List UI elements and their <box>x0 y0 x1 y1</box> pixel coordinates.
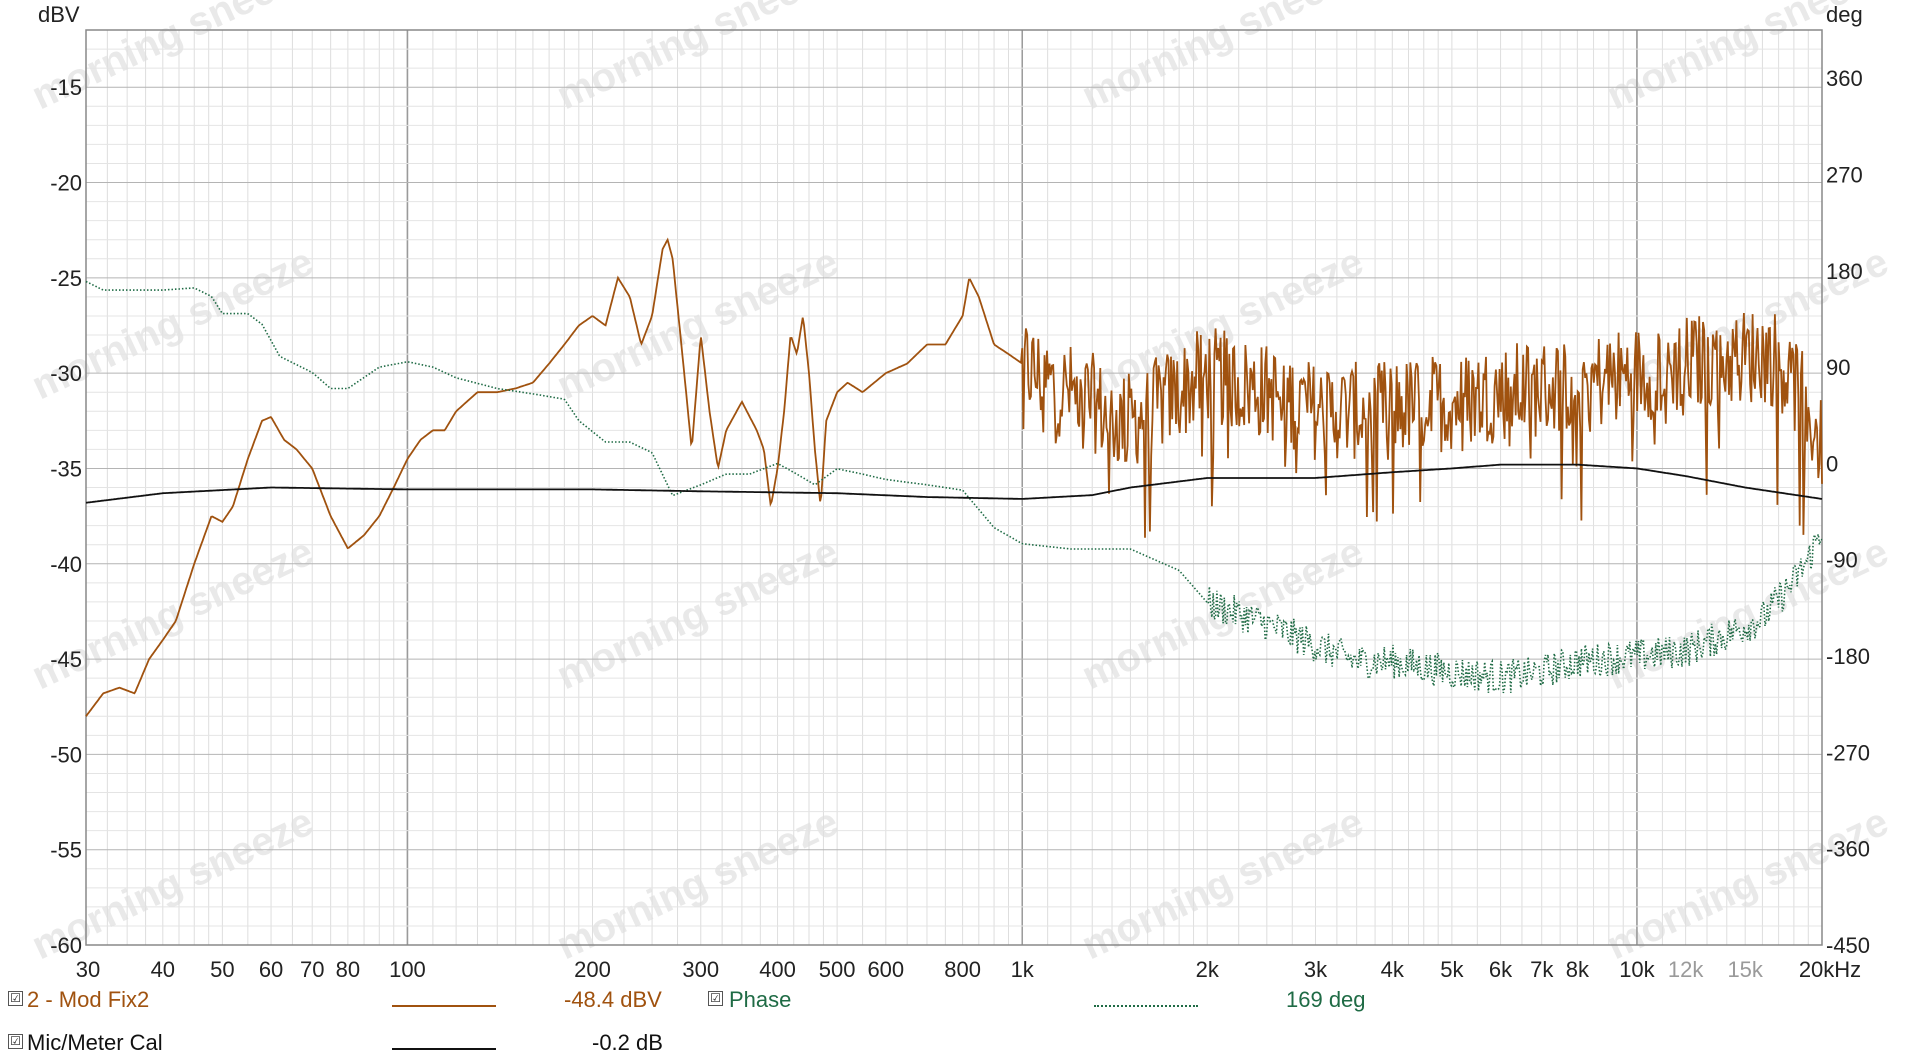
legend-phase-swatch <box>1094 1005 1198 1007</box>
y-tick-left: -35 <box>50 456 82 481</box>
x-tick-label: 2k <box>1196 957 1220 982</box>
x-tick-label: 8k <box>1566 957 1590 982</box>
x-tick-label: 30 <box>76 957 100 982</box>
x-tick-label: 6k <box>1489 957 1513 982</box>
y-axis-right: 360 270 180 90 0 -90 -180 -270 -360 -450 <box>1826 66 1870 958</box>
x-tick-label: 60 <box>259 957 283 982</box>
x-tick-label: 3k <box>1304 957 1328 982</box>
x-tick-label: 800 <box>944 957 981 982</box>
watermark-text: morning sneeze <box>550 800 845 969</box>
x-tick-label: 100 <box>389 957 426 982</box>
legend-series-name: 2 - Mod Fix2 <box>27 987 150 1012</box>
x-tick-label: 5k <box>1440 957 1464 982</box>
series-line-1 <box>85 280 1823 694</box>
phase-checkbox[interactable]: ☑ <box>708 991 723 1006</box>
x-tick-label: 70 <box>300 957 324 982</box>
legend-phase-name: Phase <box>729 987 792 1012</box>
y-tick-left: -45 <box>50 647 82 672</box>
x-tick-label: 400 <box>759 957 796 982</box>
y-tick-left: -40 <box>50 552 82 577</box>
x-axis: 30 40 50 60 70 80 100 200 300 400 500 600 800 1k 2k 3k 4… <box>76 957 1861 982</box>
legend-series-swatch <box>392 1005 496 1007</box>
series-layer <box>85 237 1823 717</box>
y-tick-right: 0 <box>1826 451 1838 476</box>
legend-row-2: ☑ Mic/Meter Cal -0.2 dB <box>0 1028 1920 1058</box>
y-tick-left: -60 <box>50 933 82 958</box>
watermark-text: morning sneeze <box>550 0 845 118</box>
y-tick-left: -15 <box>50 75 82 100</box>
legend-cal-value: -0.2 dB <box>592 1030 663 1055</box>
x-tick-label: 50 <box>210 957 234 982</box>
legend-phase-value: 169 deg <box>1286 987 1366 1012</box>
x-tick-label: 200 <box>574 957 611 982</box>
y-tick-right: 180 <box>1826 259 1863 284</box>
legend-cal-swatch <box>392 1048 496 1050</box>
y-axis-left-unit: dBV <box>38 2 80 27</box>
y-tick-left: -20 <box>50 171 82 196</box>
plot-frame <box>85 29 1823 946</box>
y-tick-right: -450 <box>1826 933 1870 958</box>
x-tick-label: 4k <box>1381 957 1405 982</box>
legend-cal-name: Mic/Meter Cal <box>27 1030 163 1055</box>
series-line-0 <box>85 237 1823 717</box>
y-tick-right: -360 <box>1826 837 1870 862</box>
x-tick-label: 80 <box>336 957 360 982</box>
y-tick-left: -25 <box>50 266 82 291</box>
x-tick-label: 15k <box>1727 957 1763 982</box>
watermark-text: morning sneeze <box>550 530 845 699</box>
series-checkbox[interactable]: ☑ <box>8 991 23 1006</box>
legend-series-value: -48.4 dBV <box>564 987 662 1012</box>
watermark-text: morning sneeze <box>1075 800 1370 969</box>
y-tick-right: 270 <box>1826 162 1863 187</box>
x-tick-label: 12k <box>1668 957 1704 982</box>
watermark-text: morning sneeze <box>1075 240 1370 409</box>
watermark-layer: morning sneeze morning sneeze morning snee… <box>25 0 1895 968</box>
y-axis-left: -15 -20 -25 -30 -35 -40 -45 -50 -55 -60 <box>50 75 82 958</box>
y-tick-right: -90 <box>1826 548 1858 573</box>
legend-row-1: ☑ 2 - Mod Fix2 -48.4 dBV ☑ Phase 169 deg <box>0 985 1920 1015</box>
y-tick-left: -50 <box>50 742 82 767</box>
watermark-text: morning sneeze <box>1075 0 1370 118</box>
x-tick-label: 20kHz <box>1799 957 1861 982</box>
y-tick-right: 360 <box>1826 66 1863 91</box>
y-tick-left: -30 <box>50 361 82 386</box>
x-tick-label: 300 <box>682 957 719 982</box>
x-tick-label: 600 <box>867 957 904 982</box>
series-line-2 <box>85 463 1823 504</box>
x-tick-label: 500 <box>819 957 856 982</box>
y-tick-left: -55 <box>50 838 82 863</box>
y-tick-right: -270 <box>1826 740 1870 765</box>
x-tick-label: 7k <box>1530 957 1554 982</box>
cal-checkbox[interactable]: ☑ <box>8 1034 23 1049</box>
y-tick-right: 90 <box>1826 355 1850 380</box>
x-tick-label: 40 <box>151 957 175 982</box>
y-axis-right-unit: deg <box>1826 2 1863 27</box>
x-tick-label: 1k <box>1011 957 1035 982</box>
x-tick-label: 10k <box>1619 957 1655 982</box>
y-tick-right: -180 <box>1826 644 1870 669</box>
